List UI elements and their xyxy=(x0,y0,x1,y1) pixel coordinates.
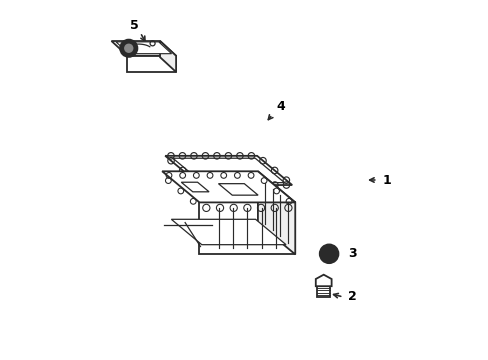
Polygon shape xyxy=(199,202,295,255)
Circle shape xyxy=(124,44,133,53)
Polygon shape xyxy=(173,158,284,183)
Polygon shape xyxy=(171,219,285,245)
Polygon shape xyxy=(218,184,258,195)
Text: 4: 4 xyxy=(276,100,285,113)
Text: 5: 5 xyxy=(130,19,139,32)
Circle shape xyxy=(319,244,338,263)
Polygon shape xyxy=(127,56,176,72)
Polygon shape xyxy=(181,182,209,192)
Text: 1: 1 xyxy=(382,174,390,186)
Polygon shape xyxy=(315,275,331,286)
Polygon shape xyxy=(111,41,176,56)
Polygon shape xyxy=(257,171,295,255)
Circle shape xyxy=(120,40,137,57)
Text: 2: 2 xyxy=(347,291,356,303)
Polygon shape xyxy=(317,286,329,297)
Polygon shape xyxy=(165,156,292,185)
Text: 3: 3 xyxy=(347,247,356,260)
Polygon shape xyxy=(160,41,176,72)
Polygon shape xyxy=(116,42,171,54)
Polygon shape xyxy=(162,171,295,202)
